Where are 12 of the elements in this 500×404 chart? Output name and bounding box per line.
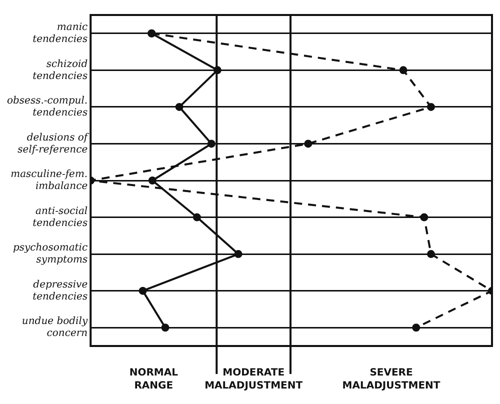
- y-tick-label: psychosomatic symptoms: [12, 242, 88, 266]
- y-tick-label: undue bodily concern: [22, 316, 88, 340]
- y-tick-label: delusions of self-reference: [18, 132, 90, 156]
- text: NORMAL RANGE: [129, 368, 179, 392]
- y-tick-label: manic tendencies: [32, 22, 88, 45]
- text: SEVERE MALADJUSTMENT: [342, 368, 440, 392]
- y-tick-label: masculine-fem. imbalance: [10, 169, 88, 192]
- y-tick-label: anti-social tendencies: [32, 206, 88, 229]
- y-tick-label: schizoid tendencies: [32, 58, 88, 82]
- text: MODERATE MALADJUSTMENT: [204, 368, 303, 392]
- y-tick-label: obsess.-compul. tendencies: [6, 96, 88, 119]
- y-tick-label: depressive tendencies: [32, 279, 88, 302]
